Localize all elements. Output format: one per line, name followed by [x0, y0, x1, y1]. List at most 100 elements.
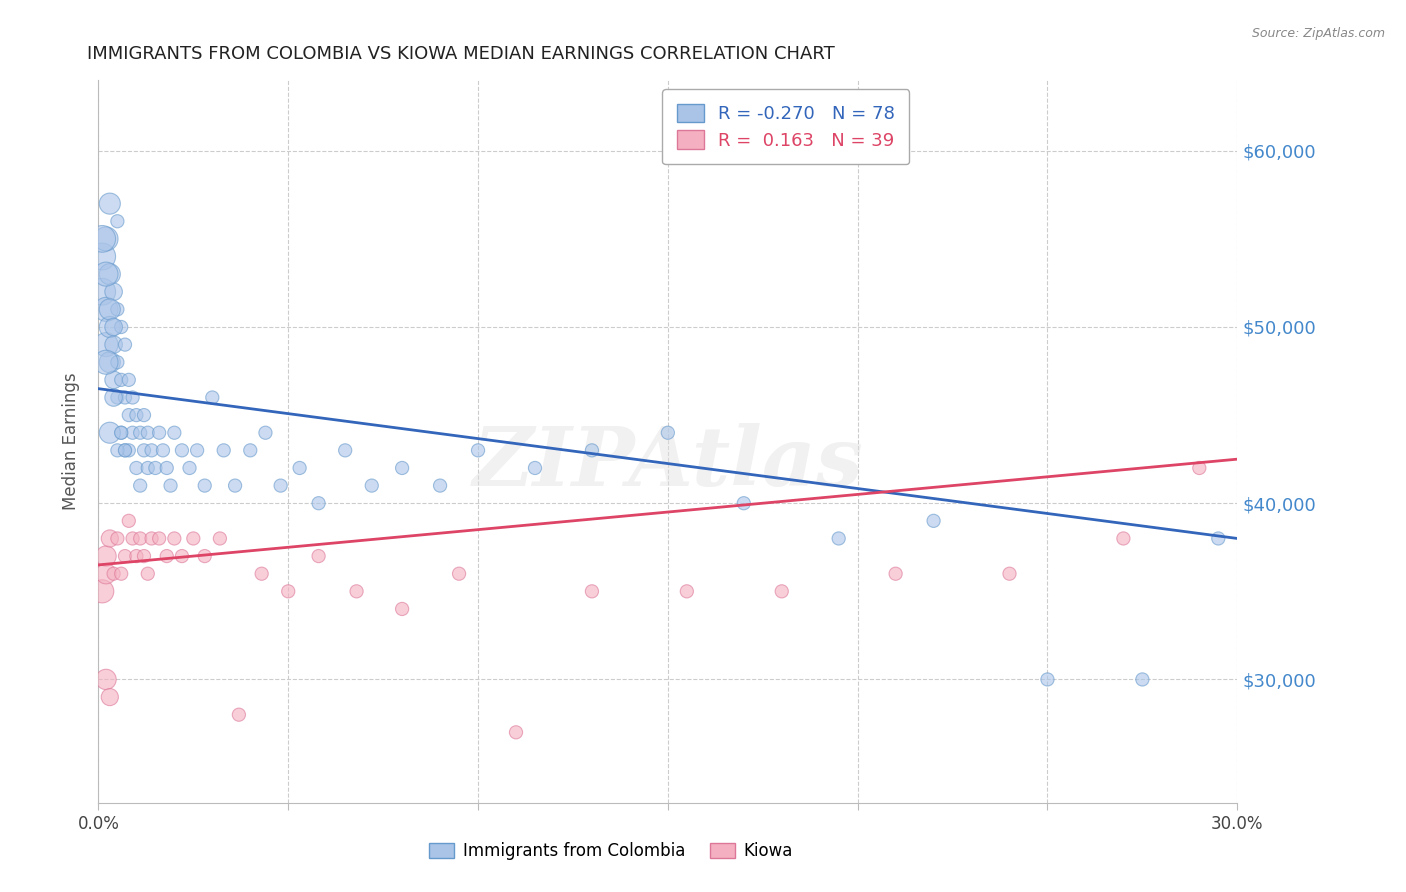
Point: [103, 391, 125, 405]
Point: [114, 443, 136, 458]
Point: [163, 425, 186, 440]
Point: [884, 566, 907, 581]
Point: [94, 566, 117, 581]
Point: [239, 443, 262, 458]
Point: [179, 461, 201, 475]
Point: [828, 532, 851, 546]
Point: [94, 337, 117, 351]
Point: [156, 461, 179, 475]
Point: [125, 408, 148, 422]
Point: [121, 391, 143, 405]
Point: [91, 584, 114, 599]
Point: [107, 302, 129, 317]
Point: [1208, 532, 1230, 546]
Point: [98, 196, 121, 211]
Point: [163, 532, 186, 546]
Point: [250, 566, 273, 581]
Point: [148, 425, 170, 440]
Point: [159, 478, 181, 492]
Point: [183, 532, 205, 546]
Point: [208, 532, 231, 546]
Point: [581, 443, 603, 458]
Point: [94, 549, 117, 563]
Legend: Immigrants from Colombia, Kiowa: Immigrants from Colombia, Kiowa: [423, 836, 799, 867]
Point: [170, 549, 193, 563]
Text: IMMIGRANTS FROM COLOMBIA VS KIOWA MEDIAN EARNINGS CORRELATION CHART: IMMIGRANTS FROM COLOMBIA VS KIOWA MEDIAN…: [87, 45, 835, 63]
Point: [98, 267, 121, 281]
Point: [129, 478, 152, 492]
Point: [391, 602, 413, 616]
Point: [733, 496, 755, 510]
Point: [308, 549, 330, 563]
Point: [360, 478, 382, 492]
Point: [1188, 461, 1211, 475]
Point: [110, 425, 132, 440]
Point: [676, 584, 699, 599]
Point: [346, 584, 368, 599]
Point: [91, 285, 114, 299]
Point: [118, 408, 141, 422]
Point: [94, 302, 117, 317]
Point: [114, 549, 136, 563]
Point: [449, 566, 471, 581]
Point: [98, 320, 121, 334]
Point: [657, 425, 679, 440]
Point: [505, 725, 527, 739]
Point: [114, 391, 136, 405]
Point: [103, 320, 125, 334]
Point: [148, 532, 170, 546]
Point: [107, 214, 129, 228]
Point: [194, 549, 217, 563]
Point: [254, 425, 277, 440]
Point: [194, 478, 217, 492]
Point: [98, 302, 121, 317]
Point: [170, 443, 193, 458]
Point: [136, 566, 159, 581]
Point: [129, 425, 152, 440]
Point: [98, 425, 121, 440]
Point: [107, 391, 129, 405]
Point: [110, 566, 132, 581]
Point: [94, 355, 117, 369]
Point: [132, 408, 155, 422]
Point: [391, 461, 413, 475]
Point: [524, 461, 547, 475]
Point: [94, 267, 117, 281]
Point: [118, 514, 141, 528]
Point: [107, 355, 129, 369]
Point: [103, 285, 125, 299]
Point: [186, 443, 208, 458]
Point: [125, 549, 148, 563]
Point: [212, 443, 235, 458]
Text: ZIPAtlas: ZIPAtlas: [472, 423, 863, 503]
Point: [770, 584, 793, 599]
Point: [156, 549, 179, 563]
Point: [998, 566, 1021, 581]
Point: [98, 355, 121, 369]
Point: [136, 461, 159, 475]
Point: [270, 478, 292, 492]
Point: [141, 443, 163, 458]
Point: [145, 461, 167, 475]
Point: [132, 549, 155, 563]
Point: [141, 532, 163, 546]
Point: [107, 443, 129, 458]
Point: [114, 443, 136, 458]
Point: [277, 584, 299, 599]
Point: [103, 566, 125, 581]
Point: [107, 532, 129, 546]
Point: [110, 320, 132, 334]
Point: [118, 373, 141, 387]
Point: [467, 443, 489, 458]
Point: [201, 391, 224, 405]
Point: [308, 496, 330, 510]
Point: [98, 532, 121, 546]
Y-axis label: Median Earnings: Median Earnings: [62, 373, 80, 510]
Point: [1132, 673, 1154, 687]
Point: [136, 425, 159, 440]
Point: [1036, 673, 1059, 687]
Point: [91, 232, 114, 246]
Point: [121, 532, 143, 546]
Point: [125, 461, 148, 475]
Point: [132, 443, 155, 458]
